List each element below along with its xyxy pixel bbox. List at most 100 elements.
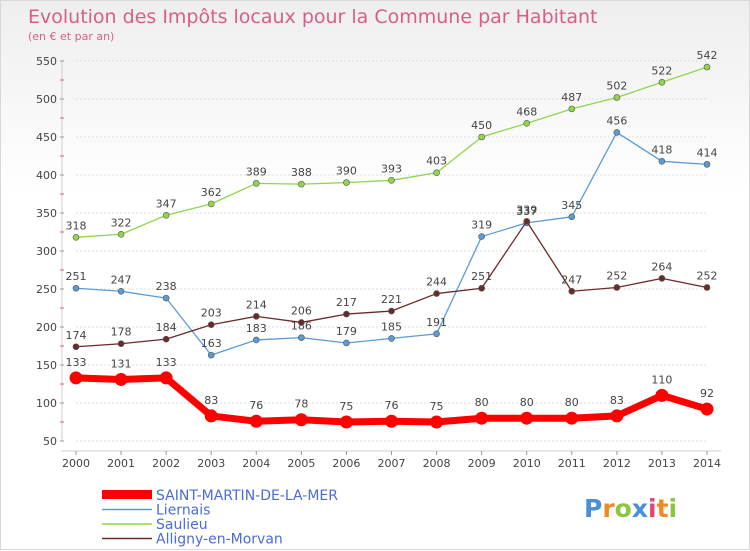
data-label: 76 bbox=[385, 399, 399, 412]
chart-title: Evolution des Impôts locaux pour la Comm… bbox=[28, 6, 598, 28]
x-tick-label: 2013 bbox=[648, 457, 676, 470]
data-label: 318 bbox=[66, 219, 87, 232]
x-tick-label: 2008 bbox=[423, 457, 451, 470]
data-point bbox=[117, 340, 125, 348]
data-label: 339 bbox=[516, 203, 537, 216]
data-label: 76 bbox=[249, 399, 263, 412]
data-label: 251 bbox=[66, 270, 87, 283]
data-point bbox=[117, 287, 125, 295]
data-point bbox=[475, 411, 489, 425]
y-tick-label: 550 bbox=[36, 55, 57, 68]
data-label: 179 bbox=[336, 325, 357, 338]
data-label: 403 bbox=[426, 155, 447, 168]
data-point bbox=[294, 413, 308, 427]
data-point bbox=[703, 161, 711, 168]
data-label: 502 bbox=[606, 79, 627, 92]
data-point bbox=[343, 310, 350, 318]
data-point bbox=[204, 409, 218, 423]
data-point bbox=[252, 336, 260, 344]
data-point bbox=[520, 411, 534, 425]
data-label: 522 bbox=[651, 64, 672, 77]
data-point bbox=[72, 343, 80, 351]
data-point bbox=[388, 177, 395, 184]
data-point bbox=[249, 414, 263, 428]
data-label: 251 bbox=[471, 270, 492, 283]
data-point bbox=[610, 409, 624, 423]
legend-item-saint-martin-de-la-mer: SAINT-MARTIN-DE-LA-MER bbox=[102, 488, 338, 504]
data-point bbox=[433, 169, 440, 177]
x-tick-label: 2000 bbox=[62, 457, 90, 470]
data-label: 183 bbox=[246, 322, 267, 335]
legend-label: Saulieu bbox=[156, 517, 208, 533]
data-label: 131 bbox=[111, 357, 132, 370]
data-label: 456 bbox=[606, 114, 627, 127]
data-point bbox=[343, 179, 350, 186]
data-label: 450 bbox=[471, 119, 492, 132]
data-label: 178 bbox=[111, 326, 132, 339]
legend-label: SAINT-MARTIN-DE-LA-MER bbox=[156, 488, 338, 504]
y-tick-label: 300 bbox=[36, 245, 57, 258]
logo-letter: x bbox=[632, 494, 648, 523]
data-label: 393 bbox=[381, 162, 402, 175]
logo-letter: P bbox=[584, 494, 602, 523]
logo-text: Proxiti bbox=[584, 494, 677, 523]
data-point bbox=[523, 218, 531, 225]
legend: SAINT-MARTIN-DE-LA-MERLiernaisSaulieuAll… bbox=[102, 488, 338, 548]
data-label: 247 bbox=[111, 273, 132, 286]
data-label: 347 bbox=[156, 197, 177, 210]
y-axis: 50 100 150 200 250 300 350 400 450 500 550 bbox=[36, 55, 64, 448]
series-liernais: 251 247 238 163 183 186 179 185 191 319 337 345 456 4… bbox=[66, 114, 718, 359]
data-label: 414 bbox=[697, 146, 718, 159]
data-label: 244 bbox=[426, 276, 447, 289]
series-line bbox=[75, 66, 708, 238]
logo-letter: o bbox=[615, 494, 632, 523]
x-tick-label: 2010 bbox=[513, 457, 541, 470]
data-label: 390 bbox=[336, 165, 357, 178]
logo-letter: i bbox=[648, 494, 657, 523]
data-point bbox=[613, 129, 621, 136]
x-tick-label: 2002 bbox=[152, 457, 180, 470]
data-label: 184 bbox=[156, 321, 177, 334]
data-point bbox=[703, 284, 711, 291]
data-label: 191 bbox=[426, 316, 447, 329]
data-point bbox=[478, 284, 485, 292]
data-point bbox=[658, 275, 666, 282]
data-label: 163 bbox=[201, 337, 222, 350]
series-group: 318 322 347 362 389 388 390 393 403 450 468 487 502 5… bbox=[66, 49, 718, 429]
data-label: 337 bbox=[516, 205, 537, 218]
y-tick-label: 150 bbox=[36, 359, 57, 372]
data-point bbox=[72, 284, 80, 292]
data-point bbox=[433, 290, 440, 297]
data-point bbox=[339, 415, 353, 429]
y-tick-label: 500 bbox=[36, 93, 57, 106]
data-label: 487 bbox=[561, 91, 582, 104]
data-point bbox=[298, 180, 305, 188]
data-label: 542 bbox=[697, 49, 718, 62]
y-tick-label: 50 bbox=[43, 435, 57, 448]
data-label: 247 bbox=[561, 273, 582, 286]
data-point bbox=[613, 94, 621, 101]
data-label: 80 bbox=[565, 396, 579, 409]
data-point bbox=[162, 211, 170, 219]
data-point bbox=[700, 402, 714, 416]
x-tick-label: 2011 bbox=[558, 457, 586, 470]
data-label: 264 bbox=[651, 260, 672, 273]
data-point bbox=[655, 388, 669, 402]
data-label: 174 bbox=[66, 329, 87, 342]
data-point bbox=[523, 120, 531, 127]
data-label: 110 bbox=[651, 373, 672, 386]
data-point bbox=[159, 371, 173, 385]
data-point bbox=[433, 330, 440, 338]
data-label: 214 bbox=[246, 298, 267, 311]
x-axis: 2000 2001 2002 2003 2004 2005 2006 2007 2008 2009… bbox=[61, 450, 721, 470]
data-label: 418 bbox=[651, 143, 672, 156]
data-label: 80 bbox=[475, 396, 489, 409]
data-point bbox=[658, 158, 666, 165]
data-point bbox=[478, 233, 485, 240]
x-tick-label: 2014 bbox=[693, 457, 721, 470]
data-label: 319 bbox=[471, 219, 492, 232]
y-tick-label: 450 bbox=[36, 131, 57, 144]
data-label: 83 bbox=[204, 394, 218, 407]
data-point bbox=[162, 335, 170, 343]
